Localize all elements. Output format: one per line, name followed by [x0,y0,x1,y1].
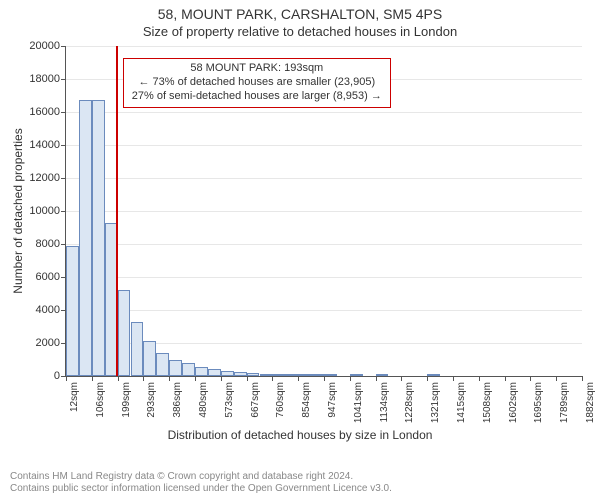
histogram-bar [169,360,182,377]
x-tick-label: 480sqm [198,382,209,418]
chart-subtitle: Size of property relative to detached ho… [0,24,600,39]
y-tick-label: 6000 [36,271,66,283]
x-tick-label: 1321sqm [430,382,441,423]
x-tick-mark [195,376,196,381]
histogram-bar [350,374,363,376]
x-tick-label: 386sqm [172,382,183,418]
x-tick-label: 1789sqm [559,382,570,423]
histogram-bar [285,374,298,376]
y-tick-label: 16000 [29,106,66,118]
x-tick-label: 12sqm [69,382,80,412]
grid-line [66,310,582,311]
attribution-line1: Contains HM Land Registry data © Crown c… [10,471,392,483]
x-tick-label: 106sqm [95,382,106,418]
histogram-bar [272,374,285,376]
x-tick-mark [401,376,402,381]
x-tick-label: 293sqm [146,382,157,418]
histogram-bar [311,374,324,376]
annotation-line: 27% of semi-detached houses are larger (… [132,90,382,104]
histogram-bar [208,369,221,376]
x-tick-mark [427,376,428,381]
x-tick-mark [505,376,506,381]
grid-line [66,211,582,212]
chart-title: 58, MOUNT PARK, CARSHALTON, SM5 4PS [0,6,600,22]
x-tick-label: 199sqm [121,382,132,418]
annotation-box: 58 MOUNT PARK: 193sqm← 73% of detached h… [123,58,391,108]
x-tick-label: 1695sqm [533,382,544,423]
histogram-bar [143,341,156,376]
plot-area: 0200040006000800010000120001400016000180… [65,46,582,377]
x-tick-label: 1602sqm [508,382,519,423]
y-tick-label: 10000 [29,205,66,217]
x-tick-label: 667sqm [250,382,261,418]
x-tick-mark [530,376,531,381]
reference-marker-line [116,46,118,376]
x-tick-mark [324,376,325,381]
y-tick-label: 18000 [29,73,66,85]
histogram-bar [298,374,311,376]
histogram-bar [247,373,260,376]
histogram-bar [66,246,79,376]
x-tick-mark [272,376,273,381]
x-tick-mark [479,376,480,381]
y-tick-label: 14000 [29,139,66,151]
histogram-bar [376,374,389,376]
attribution-text: Contains HM Land Registry data © Crown c… [10,471,392,494]
histogram-bar [79,100,92,376]
x-tick-mark [582,376,583,381]
histogram-bar [182,363,195,376]
x-tick-label: 1415sqm [456,382,467,423]
x-tick-label: 1882sqm [585,382,596,423]
y-tick-label: 8000 [36,238,66,250]
grid-line [66,145,582,146]
histogram-bar [195,367,208,376]
histogram-bar [118,290,131,376]
histogram-bar [156,353,169,376]
grid-line [66,277,582,278]
y-axis-label: Number of detached properties [11,128,25,293]
histogram-bar [324,374,337,376]
attribution-line2: Contains public sector information licen… [10,483,392,495]
annotation-line: ← 73% of detached houses are smaller (23… [132,76,382,90]
x-tick-mark [92,376,93,381]
chart-container: { "chart": { "type": "histogram", "title… [0,0,600,500]
y-tick-label: 4000 [36,304,66,316]
y-tick-label: 0 [54,370,66,382]
x-tick-mark [350,376,351,381]
histogram-bar [427,374,440,376]
x-tick-label: 1041sqm [353,382,364,423]
grid-line [66,178,582,179]
x-tick-mark [143,376,144,381]
x-tick-mark [298,376,299,381]
x-tick-label: 854sqm [301,382,312,418]
x-tick-label: 1134sqm [379,382,390,422]
x-tick-mark [453,376,454,381]
annotation-line: 58 MOUNT PARK: 193sqm [132,62,382,76]
x-tick-mark [221,376,222,381]
y-tick-label: 20000 [29,40,66,52]
grid-line [66,46,582,47]
histogram-bar [131,322,144,376]
x-tick-mark [376,376,377,381]
x-tick-label: 760sqm [275,382,286,418]
x-tick-mark [247,376,248,381]
x-tick-label: 573sqm [224,382,235,418]
histogram-bar [234,372,247,376]
x-axis-label: Distribution of detached houses by size … [0,428,600,442]
x-tick-mark [66,376,67,381]
x-tick-mark [118,376,119,381]
histogram-bar [92,100,105,376]
grid-line [66,244,582,245]
grid-line [66,112,582,113]
x-tick-mark [169,376,170,381]
histogram-bar [221,371,234,376]
x-tick-label: 947sqm [327,382,338,418]
y-tick-label: 12000 [29,172,66,184]
x-tick-label: 1228sqm [404,382,415,423]
x-tick-label: 1508sqm [482,382,493,423]
y-tick-label: 2000 [36,337,66,349]
x-tick-mark [556,376,557,381]
histogram-bar [260,374,273,376]
